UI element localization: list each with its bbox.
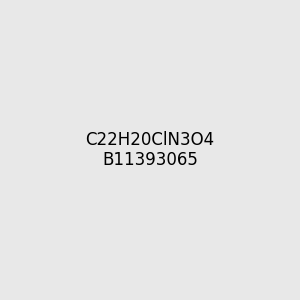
Text: C22H20ClN3O4
B11393065: C22H20ClN3O4 B11393065: [85, 130, 214, 170]
